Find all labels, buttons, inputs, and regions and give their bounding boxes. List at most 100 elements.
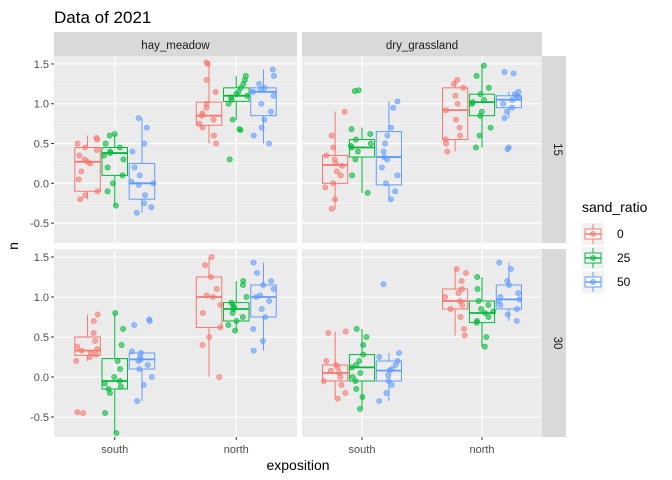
- facet-strip-label: hay_meadow: [141, 40, 210, 52]
- data-point: [228, 96, 235, 103]
- box-north-sand-50: [250, 259, 277, 354]
- data-point: [387, 196, 394, 203]
- facet-strip-label: 30: [551, 337, 563, 350]
- data-point: [116, 378, 123, 384]
- data-point: [501, 69, 508, 75]
- data-point: [144, 362, 151, 368]
- data-point: [206, 334, 213, 340]
- data-point: [515, 290, 521, 296]
- data-point: [217, 302, 224, 308]
- data-point: [101, 380, 108, 387]
- data-point: [349, 374, 356, 380]
- data-point: [210, 116, 217, 123]
- box-north-sand-25: [222, 72, 251, 163]
- data-point: [107, 390, 113, 396]
- facet-panel-hay_meadow-30: [54, 249, 297, 438]
- facet-strip-right: [542, 249, 566, 437]
- data-point: [456, 124, 463, 131]
- data-point: [363, 334, 370, 340]
- x-tick-label: south: [349, 444, 376, 456]
- box-south-sand-0: [73, 311, 101, 416]
- data-point: [268, 278, 275, 284]
- box-north-sand-25: [468, 274, 497, 350]
- data-point: [198, 112, 205, 119]
- data-point: [120, 326, 127, 332]
- data-point: [135, 115, 142, 121]
- data-point: [212, 88, 219, 95]
- data-point: [348, 126, 355, 133]
- box-north-sand-50: [249, 66, 277, 147]
- data-point: [457, 132, 464, 139]
- data-point: [237, 127, 244, 133]
- y-tick-label: 1.0: [34, 292, 49, 304]
- data-point: [359, 394, 366, 400]
- data-point: [106, 132, 113, 139]
- facet-panel-hay_meadow-15: [54, 56, 297, 244]
- data-point: [385, 372, 392, 379]
- facet-strip-right: [542, 56, 566, 243]
- data-point: [208, 254, 215, 260]
- data-point: [515, 94, 522, 101]
- data-point: [258, 100, 265, 107]
- data-point: [500, 100, 507, 107]
- data-point: [506, 282, 512, 288]
- y-axis-label: n: [5, 242, 21, 250]
- legend-title: sand_ratio: [582, 199, 648, 215]
- data-point: [473, 144, 479, 151]
- data-point: [353, 386, 360, 392]
- data-point: [135, 182, 142, 188]
- data-point: [501, 115, 508, 121]
- data-point: [382, 140, 388, 147]
- data-point: [112, 310, 119, 316]
- data-point: [487, 124, 494, 131]
- data-point: [328, 205, 335, 212]
- data-point: [239, 314, 246, 320]
- data-point: [203, 104, 210, 111]
- data-point: [93, 351, 100, 358]
- data-point: [461, 326, 467, 332]
- data-point: [233, 318, 240, 324]
- data-point: [320, 378, 327, 384]
- box-iqr: [442, 288, 469, 310]
- data-point: [485, 84, 492, 91]
- data-point: [229, 310, 236, 316]
- box-south-sand-25: [347, 87, 376, 196]
- data-point: [327, 367, 334, 374]
- data-point: [216, 374, 223, 380]
- data-point: [442, 294, 448, 300]
- data-point: [385, 378, 392, 384]
- data-point: [477, 112, 484, 119]
- data-point: [443, 140, 450, 147]
- data-point: [454, 76, 461, 83]
- data-point: [94, 346, 101, 352]
- data-point: [260, 282, 267, 288]
- data-point: [133, 209, 140, 216]
- data-point: [458, 278, 465, 284]
- data-point: [82, 192, 89, 199]
- box-south-sand-50: [375, 98, 402, 203]
- data-point: [394, 172, 401, 179]
- data-point: [476, 132, 483, 139]
- data-point: [199, 124, 206, 131]
- y-tick-label: 1.0: [34, 99, 49, 111]
- data-point: [475, 298, 482, 304]
- data-point: [380, 281, 387, 288]
- data-point: [342, 390, 349, 396]
- data-point: [249, 88, 256, 95]
- data-point: [453, 266, 460, 272]
- y-tick-label: 0.5: [34, 139, 49, 151]
- data-point: [341, 108, 348, 115]
- data-point: [396, 350, 402, 356]
- data-point: [102, 410, 108, 416]
- data-point: [490, 308, 497, 315]
- data-point: [104, 188, 111, 195]
- data-point: [199, 310, 206, 316]
- data-point: [332, 196, 338, 203]
- data-point: [210, 294, 216, 300]
- data-point: [113, 202, 119, 209]
- data-point: [76, 152, 83, 159]
- data-point: [240, 282, 246, 288]
- data-point: [342, 328, 349, 335]
- box-iqr: [442, 87, 469, 141]
- data-point: [383, 180, 389, 187]
